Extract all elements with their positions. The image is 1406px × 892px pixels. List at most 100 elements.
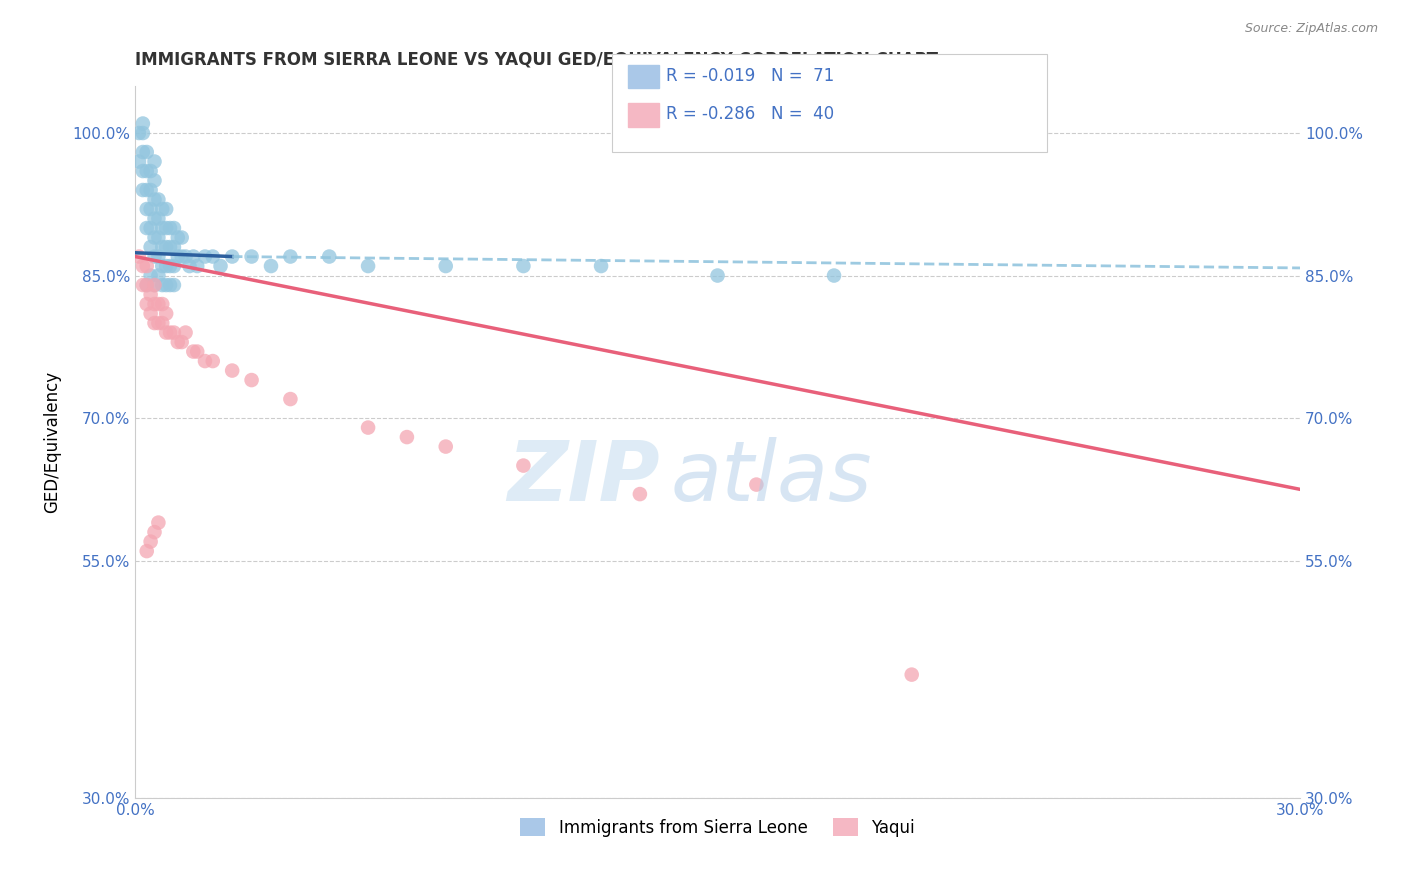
Point (135, 278, 157, 293)
Point (148, 268, 170, 283)
Point (174, 326, 197, 340)
Point (166, 230, 188, 244)
Point (318, 250, 340, 264)
Point (170, 230, 193, 244)
Point (628, 487, 651, 501)
Point (357, 420, 380, 434)
Point (159, 221, 181, 235)
Point (240, 373, 263, 387)
Point (128, 154, 150, 169)
Point (155, 307, 177, 321)
Point (143, 278, 166, 293)
Point (155, 259, 177, 273)
Point (128, 126, 150, 140)
Point (132, 164, 155, 178)
Point (823, 268, 845, 283)
Point (150, 221, 173, 235)
Point (139, 221, 162, 235)
Point (150, 202, 173, 216)
Point (132, 183, 155, 197)
Point (135, 259, 157, 273)
Point (163, 240, 186, 254)
Point (143, 230, 166, 244)
Y-axis label: GED/Equivalency: GED/Equivalency (44, 371, 60, 513)
Point (132, 259, 155, 273)
Point (139, 307, 162, 321)
Point (143, 154, 166, 169)
Point (179, 259, 201, 273)
Point (434, 259, 457, 273)
Point (135, 297, 157, 311)
Point (163, 259, 186, 273)
Point (589, 259, 612, 273)
Point (745, 477, 768, 491)
Point (186, 344, 208, 359)
Point (148, 211, 170, 226)
Point (174, 250, 197, 264)
Point (155, 202, 177, 216)
Point (512, 259, 534, 273)
Point (132, 126, 155, 140)
Point (183, 250, 205, 264)
Point (139, 183, 162, 197)
Point (148, 193, 170, 207)
Point (148, 250, 170, 264)
Point (139, 534, 162, 549)
Point (132, 278, 155, 293)
Point (150, 259, 173, 273)
Point (135, 164, 157, 178)
Point (163, 221, 186, 235)
Point (163, 278, 186, 293)
Point (139, 287, 162, 301)
Point (194, 250, 217, 264)
Point (221, 363, 243, 377)
Point (159, 259, 181, 273)
Point (128, 250, 150, 264)
Legend: Immigrants from Sierra Leone, Yaqui: Immigrants from Sierra Leone, Yaqui (513, 812, 921, 843)
Point (186, 259, 208, 273)
Point (139, 268, 162, 283)
Text: R = -0.019   N =  71: R = -0.019 N = 71 (666, 67, 835, 85)
Point (135, 183, 157, 197)
Point (143, 211, 166, 226)
Point (260, 259, 283, 273)
Point (148, 516, 170, 530)
Point (135, 202, 157, 216)
Point (155, 278, 177, 293)
Point (139, 202, 162, 216)
Point (148, 297, 170, 311)
Point (194, 354, 217, 368)
Point (155, 221, 177, 235)
Point (900, 667, 922, 681)
Point (395, 430, 418, 444)
Point (512, 458, 534, 473)
Text: Source: ZipAtlas.com: Source: ZipAtlas.com (1244, 22, 1378, 36)
Point (240, 250, 263, 264)
Point (143, 278, 166, 293)
Point (143, 173, 166, 187)
Point (150, 297, 173, 311)
Point (139, 240, 162, 254)
Point (143, 525, 166, 540)
Point (201, 250, 224, 264)
Point (150, 278, 173, 293)
Point (135, 278, 157, 293)
Point (280, 392, 302, 406)
Point (135, 544, 157, 558)
Point (706, 268, 728, 283)
Text: atlas: atlas (671, 437, 873, 518)
Point (434, 440, 457, 454)
Point (132, 116, 155, 130)
Text: R = -0.286   N =  40: R = -0.286 N = 40 (666, 105, 835, 123)
Text: ZIP: ZIP (506, 437, 659, 518)
Point (143, 193, 166, 207)
Point (148, 230, 170, 244)
Point (280, 250, 302, 264)
Point (183, 344, 205, 359)
Point (170, 250, 193, 264)
Point (150, 240, 173, 254)
Text: IMMIGRANTS FROM SIERRA LEONE VS YAQUI GED/EQUIVALENCY CORRELATION CHART: IMMIGRANTS FROM SIERRA LEONE VS YAQUI GE… (135, 51, 938, 69)
Point (201, 354, 224, 368)
Point (159, 278, 181, 293)
Point (143, 250, 166, 264)
